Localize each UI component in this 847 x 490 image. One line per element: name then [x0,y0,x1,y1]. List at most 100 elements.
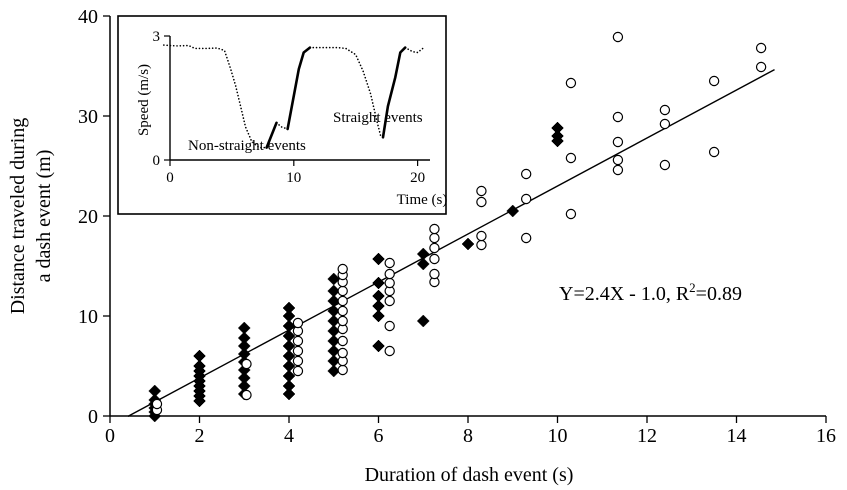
filled-diamond-point [282,379,296,393]
filled-diamond-point [372,309,385,323]
main-y-tick-label: 40 [78,6,98,28]
filled-diamond-point [282,359,296,373]
filled-diamond-point [282,301,296,315]
open-circle-point [565,77,577,89]
open-circle-point [337,285,348,297]
filled-diamond-point [372,339,385,353]
filled-diamond-point [461,237,475,251]
inset-x-axis-label: Time (s) [397,192,448,208]
main-x-tick-label: 16 [816,425,836,447]
open-circle-point [476,239,487,251]
filled-diamond-point [327,344,341,358]
open-circle-point [337,305,348,317]
non-straight-event-segment [309,46,384,139]
open-circle-point [659,118,671,130]
main-y-tick-label: 0 [88,406,98,428]
open-circle-point [520,168,532,180]
main-x-tick-label: 12 [637,425,657,447]
filled-diamond-point [327,354,341,368]
open-circle-point [708,75,720,87]
main-data-points [148,31,767,423]
filled-diamond-point [282,349,296,363]
filled-diamond-point [416,257,430,271]
inset-y-tick-label: 3 [153,29,161,45]
filled-diamond-point [506,204,520,218]
open-circle-point [565,208,577,220]
open-circle-point [337,315,348,327]
open-circle-point [755,42,767,54]
open-circle-point [429,232,440,244]
inset-axes: 0 10 20 0 3 [153,29,430,186]
open-circle-point [292,365,304,377]
filled-diamond-point [416,247,430,261]
open-circle-point [241,358,252,370]
open-circle-point [292,345,304,357]
main-x-tick-label: 10 [548,425,568,447]
open-circle-point [337,263,348,275]
filled-diamond-point [327,314,341,328]
straight-event-segment [265,121,278,149]
filled-diamond-point [327,272,341,286]
filled-diamond-point [148,384,162,398]
open-circle-point [612,154,624,166]
main-x-tick-label: 8 [463,425,473,447]
open-circle-point [292,335,304,347]
filled-diamond-point [372,289,385,303]
open-circle-point [429,242,440,254]
filled-diamond-point [282,339,296,353]
filled-diamond-point [372,252,385,266]
main-x-tick-label: 0 [105,425,115,447]
open-circle-point [241,389,252,401]
inset-y-axis-label: Speed (m/s) [136,64,152,136]
inset-frame [117,15,447,215]
filled-diamond-point [282,309,296,323]
open-circle-point [337,347,348,359]
filled-diamond-point [551,129,564,143]
open-circle-point [151,398,163,410]
open-circle-point [476,230,487,242]
open-circle-point [476,185,487,197]
filled-diamond-point [327,304,341,318]
non-straight-event-segment [163,44,268,149]
filled-diamond-point [282,387,296,401]
filled-diamond-point [372,276,385,290]
open-circle-point [384,257,395,269]
inset-x-tick-label: 0 [166,170,174,186]
open-circle-point [659,104,671,116]
main-x-tick-label: 6 [374,425,384,447]
inset-y-tick-label: 0 [153,153,161,169]
open-circle-point [384,295,395,307]
filled-diamond-point [193,349,206,363]
filled-diamond-point [237,371,251,385]
straight-event-segment [381,46,407,139]
open-circle-point [520,193,532,205]
filled-diamond-point [327,284,341,298]
regression-equation: Y=2.4X - 1.0, R2=0.89 [559,280,742,305]
open-circle-point [337,364,348,376]
filled-diamond-point [237,321,251,335]
open-circle-point [384,268,395,280]
open-circle-point [384,277,395,289]
filled-diamond-point [372,299,385,313]
inset-annotation-straight: Straight events [333,110,423,126]
open-circle-point [429,268,440,280]
main-y-tick-label: 10 [78,306,98,328]
open-circle-point [612,111,624,123]
open-circle-point [429,253,440,265]
open-circle-point [659,159,671,171]
regression-equation-superscript: 2 [689,280,696,295]
open-circle-point [755,61,767,73]
main-y-tick-label: 20 [78,206,98,228]
open-circle-point [612,164,624,176]
filled-diamond-point [237,331,251,345]
open-circle-point [476,196,487,208]
inset-x-tick-label: 20 [410,170,425,186]
main-x-tick-label: 4 [284,425,294,447]
open-circle-point [565,152,577,164]
filled-diamond-point [551,121,564,135]
open-circle-point [384,345,395,357]
filled-diamond-point [416,314,430,328]
filled-diamond-point [282,369,296,383]
